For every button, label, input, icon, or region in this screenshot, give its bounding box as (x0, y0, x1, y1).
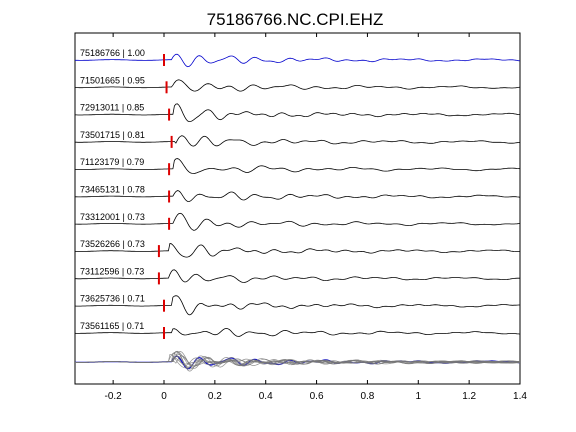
pick-marker-group (157, 54, 173, 339)
x-tick-label: -0.2 (105, 391, 123, 402)
trace-label: 73561165 | 0.71 (80, 321, 144, 331)
trace-line (75, 212, 521, 231)
chart-title: 75186766.NC.CPI.EHZ (207, 10, 384, 29)
trace-line (74, 295, 520, 316)
trace-label: 73625736 | 0.71 (80, 294, 145, 304)
trace-label: 73465131 | 0.78 (80, 185, 145, 195)
trace-line (75, 103, 521, 123)
trace-label: 75186766 | 1.00 (80, 48, 145, 58)
x-tick-label: 1 (416, 391, 422, 402)
x-tick-label: 0.6 (310, 391, 324, 402)
stack-group (74, 350, 521, 372)
plot-frame (74, 32, 521, 385)
x-tick-label: 1.2 (462, 391, 476, 402)
trace-label: 71123179 | 0.79 (80, 157, 144, 167)
trace-line (75, 158, 521, 174)
trace-label: 73112596 | 0.73 (80, 266, 144, 276)
x-tick-label: 0.4 (259, 391, 273, 402)
trace-line (75, 269, 520, 283)
trace-line (75, 79, 521, 92)
trace-line (75, 53, 521, 68)
trace-label: 73501715 | 0.81 (80, 130, 145, 140)
x-tick-label: 1.4 (513, 391, 527, 402)
stack-trace (74, 357, 521, 366)
trace-line (75, 135, 521, 147)
trace-label-group: 75186766 | 1.00 71501665 | 0.95 72913011 |… (80, 48, 145, 331)
stack-trace (75, 351, 521, 367)
trace-line (75, 190, 521, 202)
trace-label: 72913011 | 0.85 (80, 103, 144, 113)
x-tick-label: 0.2 (208, 391, 222, 402)
x-axis: -0.2 0 0.2 0.4 0.6 0.8 1 1.2 1.4 (105, 33, 527, 402)
stack-trace (75, 351, 521, 369)
trace-label: 73312001 | 0.73 (80, 212, 145, 222)
trace-label: 73526266 | 0.73 (80, 239, 145, 249)
trace-line (75, 243, 520, 258)
trace-label: 71501665 | 0.95 (80, 75, 145, 85)
trace-line (74, 327, 521, 337)
x-tick-label: 0.8 (360, 391, 374, 402)
x-tick-label: 0 (161, 391, 167, 402)
trace-group (74, 53, 521, 337)
stack-trace (75, 350, 521, 370)
